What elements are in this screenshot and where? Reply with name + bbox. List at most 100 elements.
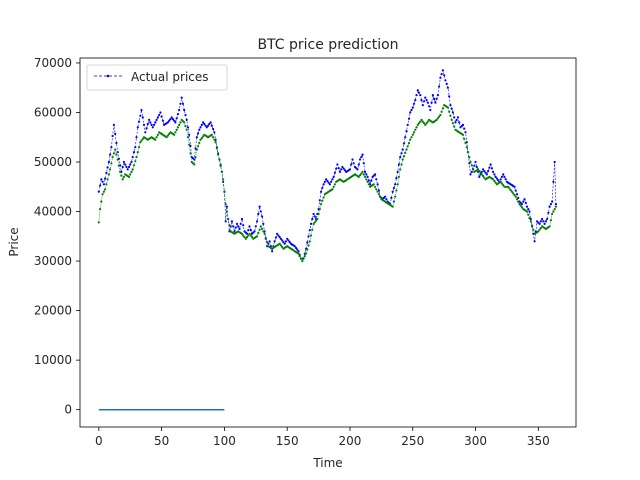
data-point — [420, 99, 423, 102]
data-point — [195, 136, 198, 139]
data-point — [224, 203, 227, 206]
data-point — [514, 189, 517, 192]
data-point — [297, 252, 300, 255]
data-point — [332, 185, 335, 188]
data-point — [169, 118, 172, 121]
data-point — [456, 116, 460, 119]
data-point — [222, 178, 225, 181]
data-point — [230, 220, 233, 223]
data-point — [217, 153, 220, 156]
data-point — [129, 163, 132, 166]
data-point — [196, 145, 200, 148]
data-point — [385, 198, 388, 201]
data-point — [105, 171, 108, 174]
data-point — [107, 173, 110, 176]
data-point — [405, 148, 408, 151]
data-point — [282, 241, 285, 244]
data-point — [136, 151, 139, 154]
data-point — [331, 188, 334, 191]
data-point — [287, 239, 290, 242]
data-point — [111, 134, 114, 138]
data-point — [109, 168, 112, 171]
data-point — [198, 141, 201, 145]
y-axis-label: Price — [7, 227, 21, 256]
data-point — [333, 183, 336, 186]
data-point — [311, 228, 314, 231]
data-point — [102, 190, 105, 193]
data-point — [318, 208, 321, 211]
legend-marker — [106, 74, 110, 78]
data-point — [539, 220, 542, 223]
data-point — [399, 156, 402, 159]
data-point — [203, 122, 206, 126]
data-point — [134, 146, 137, 149]
data-point — [426, 120, 429, 123]
data-point — [178, 123, 181, 126]
data-point — [119, 170, 122, 173]
data-point — [112, 152, 115, 155]
data-point — [492, 178, 495, 181]
data-point — [170, 116, 173, 119]
data-point — [446, 106, 449, 109]
data-point — [262, 230, 265, 233]
data-point — [480, 173, 483, 176]
data-point — [435, 118, 438, 121]
data-point — [127, 175, 131, 178]
data-point — [222, 180, 225, 183]
data-point — [100, 178, 103, 181]
data-point — [507, 185, 510, 188]
data-point — [336, 163, 339, 166]
data-point — [130, 160, 133, 164]
data-point — [102, 183, 105, 186]
data-point — [357, 175, 360, 178]
data-point — [283, 242, 286, 245]
data-point — [256, 220, 259, 223]
y-tick-label: 40000 — [34, 205, 72, 219]
data-point — [140, 139, 143, 142]
data-point — [463, 137, 466, 140]
data-point — [358, 174, 362, 177]
data-point — [137, 146, 141, 149]
plot-frame — [79, 57, 577, 428]
data-point — [441, 107, 444, 110]
data-point — [399, 168, 402, 171]
x-tick-label: 150 — [276, 434, 299, 448]
data-point — [247, 234, 250, 237]
data-point — [139, 141, 142, 144]
data-point — [415, 126, 418, 129]
data-point — [453, 125, 456, 128]
data-point — [415, 94, 418, 97]
data-point — [494, 181, 497, 184]
data-point — [186, 136, 190, 139]
data-point — [451, 111, 454, 114]
data-point — [204, 124, 207, 127]
data-point — [499, 178, 502, 181]
data-point — [532, 228, 535, 231]
data-point — [548, 225, 551, 228]
data-point — [132, 151, 136, 154]
data-point — [537, 230, 540, 233]
data-point — [154, 121, 157, 124]
data-point — [179, 102, 182, 105]
data-point — [484, 171, 487, 174]
chart-title: BTC price prediction — [257, 37, 398, 53]
data-point — [361, 170, 364, 173]
data-point — [463, 127, 466, 130]
data-point — [233, 230, 236, 233]
data-point — [356, 168, 359, 171]
data-point — [464, 131, 467, 134]
data-point — [479, 171, 482, 174]
data-point — [409, 111, 412, 114]
data-point — [323, 180, 326, 183]
data-point — [471, 167, 475, 170]
data-point — [179, 121, 182, 124]
data-point — [107, 160, 110, 164]
data-point — [406, 145, 409, 148]
data-point — [541, 217, 544, 221]
data-point — [105, 183, 108, 186]
data-point — [312, 212, 315, 216]
data-point — [322, 196, 325, 199]
data-point — [543, 222, 546, 225]
data-point — [261, 227, 264, 230]
data-point — [531, 224, 534, 227]
